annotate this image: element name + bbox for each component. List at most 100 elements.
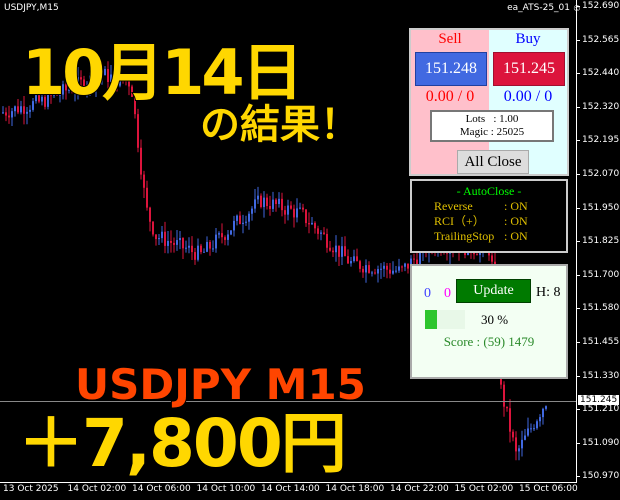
sell-button[interactable]: 151.248 [415,52,487,86]
candle-body [524,435,526,440]
candle-body [377,269,379,274]
candle-body [530,428,532,430]
candle-body [209,241,211,249]
candle-body [395,270,397,272]
candle-body [218,233,220,235]
candle-body [155,234,157,240]
candle-body [29,109,31,112]
candle-body [281,198,283,211]
candle-body [98,76,100,78]
candle-body [230,230,232,235]
candle-body [146,187,148,208]
current-price-line [0,401,576,402]
candle-body [32,101,34,110]
candle-body [257,195,259,200]
progress-fill [425,310,437,329]
candle-body [491,255,493,262]
candle-body [53,93,55,96]
autoclose-row: TrailingStop: ON [412,229,566,244]
time-label: 13 Oct 2025 [3,484,59,494]
candle-body [65,84,67,91]
candle-body [143,174,145,188]
candle-body [8,115,10,118]
candle-body [536,421,538,429]
candle-body [371,272,373,274]
candle-body [278,198,280,204]
candle-body [404,263,406,267]
candle-body [335,245,337,253]
time-axis-line [0,482,577,483]
candle-body [368,265,370,273]
time-label: 14 Oct 22:00 [390,484,449,494]
candle-body [269,205,271,209]
h-value: H: 8 [536,285,561,300]
candle-body [311,222,313,225]
candle-body [185,247,187,249]
candle-body [41,96,43,102]
candle-body [35,95,37,102]
candle-body [503,384,505,407]
sell-pl: 0.00 / 0 [425,88,475,105]
candle-body [365,265,367,273]
candle-body [173,242,175,245]
candle-body [215,234,217,249]
ea-name: ea_ATS-25_01 [507,3,570,13]
trade-panel: Sell 151.248 0.00 / 0 Buy 151.245 0.00 /… [409,28,569,176]
candle-body [383,265,385,269]
progress-bar [425,310,465,329]
candle-body [473,252,475,255]
candle-body [410,258,412,269]
autoclose-key: RCI（+） [434,214,485,228]
candle-body [110,74,112,82]
candle-body [17,106,19,113]
candle-body [275,199,277,204]
candle-body [44,96,46,107]
candle-body [353,256,355,262]
candle-body [191,245,193,253]
lots-value: Lots : 1.00 [465,113,519,125]
autoclose-key: TrailingStop [434,229,495,243]
candle-body [200,245,202,253]
candle-body [386,265,388,270]
overlay-pair: USDJPY M15 [74,359,367,410]
candle-body [398,266,400,271]
candle-body [194,252,196,260]
candle-body [233,220,235,231]
candle-body [203,251,205,253]
all-close-button[interactable]: All Close [457,150,529,174]
candle-body [212,248,214,250]
price-axis[interactable]: 152.690 152.565 152.440 152.320 152.195 152.0… [576,0,620,482]
candle-body [62,84,64,95]
candle-body [134,96,136,115]
current-price-label: 151.245 [578,395,620,405]
update-button[interactable]: Update [456,279,531,303]
price-label: 152.690 [576,1,620,11]
candle-body [59,94,61,96]
autoclose-key: Reverse [434,199,473,213]
candle-body [533,428,535,430]
time-label: 15 Oct 06:00 [519,484,578,494]
candle-body [539,417,541,422]
candle-body [149,207,151,222]
candle-body [545,406,547,409]
candle-body [122,74,124,81]
candle-body [263,197,265,208]
buy-button[interactable]: 151.245 [493,52,565,86]
price-label: 151.455 [576,337,620,347]
candle-body [341,246,343,257]
candle-body [86,85,88,90]
candle-body [389,269,391,274]
candle-body [344,246,346,257]
candle-body [302,207,304,210]
candle-body [140,147,142,175]
candle-body [518,448,520,452]
candle-body [509,408,511,432]
candle-body [125,80,127,82]
candle-body [326,233,328,248]
autoclose-panel: - AutoClose - Reverse: ON RCI（+）: ON Trail… [410,179,568,253]
autoclose-value: : ON [504,199,528,213]
candle-body [290,205,292,209]
time-label: 14 Oct 02:00 [67,484,127,494]
candle-body [308,223,310,225]
candle-body [14,106,16,112]
